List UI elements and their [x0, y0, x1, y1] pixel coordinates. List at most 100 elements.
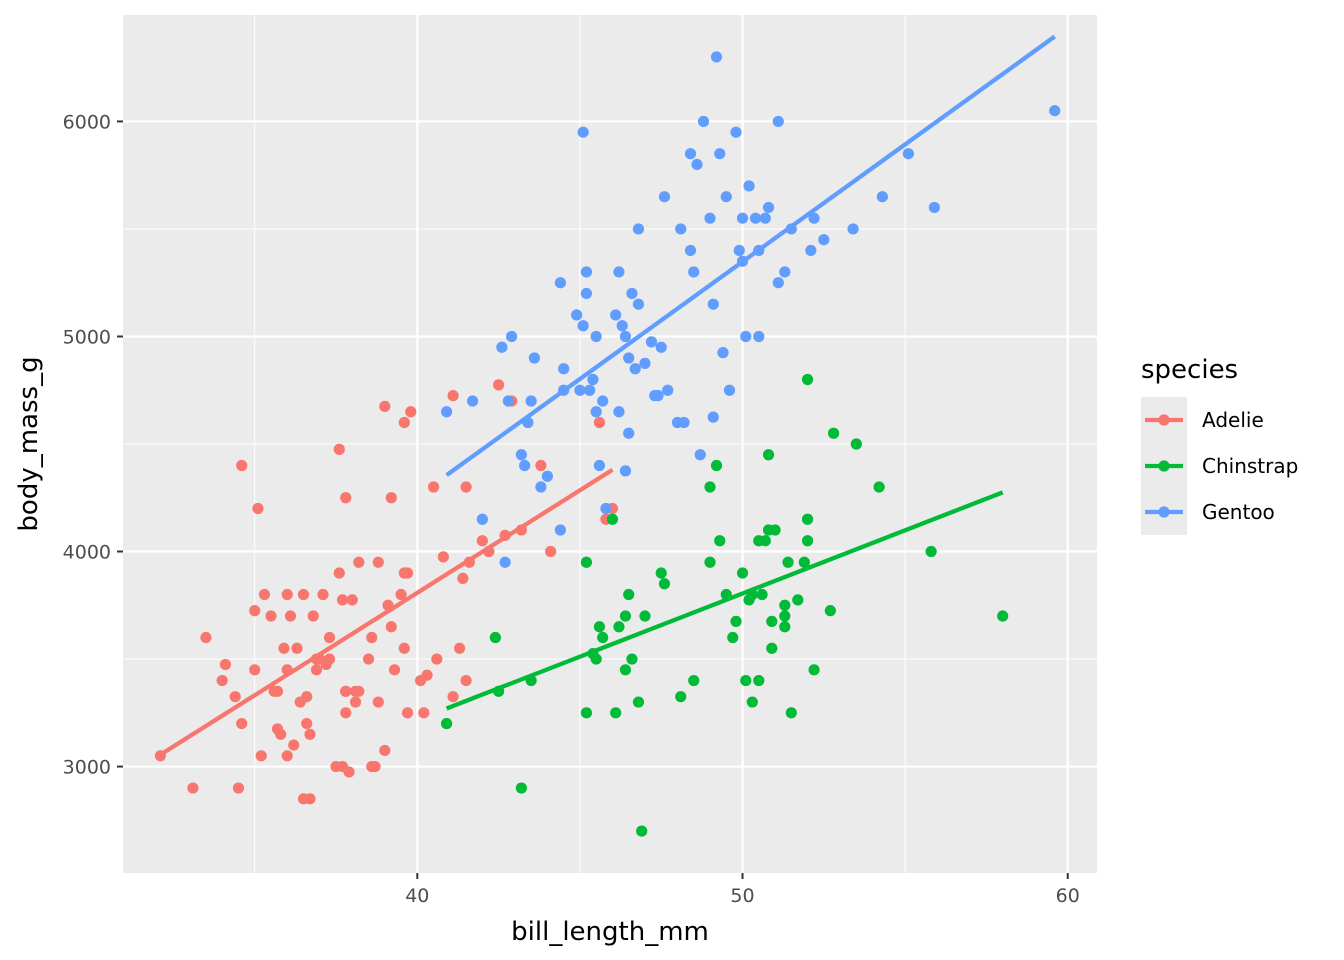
data-point-adelie: [353, 685, 365, 697]
data-point-gentoo: [590, 330, 602, 343]
data-point-gentoo: [626, 287, 638, 300]
data-point-adelie: [349, 696, 362, 708]
data-point-gentoo: [704, 212, 716, 224]
data-point-adelie: [346, 594, 358, 606]
data-point-chinstrap: [801, 535, 814, 547]
data-point-gentoo: [554, 277, 567, 289]
data-point-gentoo: [616, 320, 628, 332]
data-point-adelie: [460, 481, 472, 493]
data-point-gentoo: [613, 406, 625, 418]
data-point-gentoo: [528, 352, 540, 364]
data-point-gentoo: [632, 298, 645, 310]
data-point-chinstrap: [688, 674, 700, 687]
data-point-gentoo: [736, 212, 749, 224]
data-point-adelie: [258, 588, 271, 601]
data-point-chinstrap: [580, 707, 593, 719]
data-point-gentoo: [645, 336, 658, 348]
data-point-adelie: [236, 459, 248, 472]
data-point-adelie: [291, 642, 303, 654]
data-point-adelie: [284, 610, 297, 622]
data-point-chinstrap: [762, 449, 775, 461]
data-point-adelie: [307, 610, 319, 622]
x-axis-title: bill_length_mm: [511, 917, 709, 947]
data-point-gentoo: [707, 298, 719, 310]
data-point-gentoo: [597, 395, 609, 407]
legend-label-adelie: Adelie: [1202, 408, 1264, 432]
data-point-adelie: [304, 793, 316, 805]
data-point-chinstrap: [515, 782, 527, 794]
data-point-gentoo: [762, 201, 775, 214]
data-point-adelie: [398, 416, 410, 429]
data-point-gentoo: [759, 212, 771, 224]
data-point-chinstrap: [766, 615, 778, 628]
data-point-adelie: [388, 664, 401, 676]
data-point-adelie: [323, 631, 336, 644]
data-point-gentoo: [577, 126, 589, 138]
data-point-adelie: [249, 605, 261, 617]
data-point-adelie: [379, 744, 391, 757]
data-point-adelie: [333, 443, 345, 455]
x-tick-label: 60: [1056, 885, 1080, 907]
data-point-chinstrap: [779, 599, 791, 611]
y-tick-label: 6000: [63, 111, 111, 133]
data-point-chinstrap: [827, 427, 840, 439]
data-point-chinstrap: [597, 631, 609, 644]
data-point-adelie: [229, 691, 241, 703]
data-point-gentoo: [684, 148, 697, 160]
legend-item-chinstrap: Chinstrap: [1141, 443, 1298, 489]
data-point-gentoo: [613, 266, 625, 278]
data-point-gentoo: [574, 384, 586, 396]
data-point-gentoo: [515, 449, 527, 461]
fit-lines: [159, 34, 1056, 757]
data-point-adelie: [427, 481, 440, 493]
data-point-chinstrap: [997, 610, 1009, 622]
y-axis-title: body_mass_g: [14, 356, 44, 531]
data-point-adelie: [372, 696, 384, 708]
data-point-adelie: [317, 588, 329, 601]
data-point-gentoo: [590, 406, 602, 418]
data-point-adelie: [395, 588, 407, 601]
series-adelie-points: [154, 379, 619, 805]
data-point-chinstrap: [785, 707, 797, 719]
data-point-adelie: [362, 653, 375, 665]
data-point-adelie: [249, 664, 261, 676]
data-point-adelie: [265, 610, 277, 622]
data-point-gentoo: [619, 465, 632, 477]
data-point-chinstrap: [753, 674, 765, 687]
data-point-chinstrap: [769, 524, 781, 536]
data-point-gentoo: [753, 330, 765, 343]
data-point-adelie: [447, 691, 459, 703]
data-point-gentoo: [717, 347, 729, 359]
fit-line-gentoo: [445, 34, 1056, 477]
data-point-gentoo: [749, 212, 762, 224]
data-point-chinstrap: [619, 610, 632, 622]
data-point-adelie: [405, 406, 417, 418]
data-point-chinstrap: [740, 674, 752, 687]
data-point-gentoo: [772, 277, 784, 289]
fit-line-chinstrap: [445, 490, 1004, 711]
data-point-adelie: [288, 739, 300, 751]
data-point-adelie: [281, 750, 293, 762]
data-point-gentoo: [740, 330, 752, 343]
data-point-adelie: [476, 535, 488, 547]
data-point-adelie: [252, 502, 264, 515]
data-point-chinstrap: [782, 556, 794, 568]
data-point-adelie: [187, 782, 199, 794]
data-point-chinstrap: [710, 459, 723, 472]
data-point-chinstrap: [779, 621, 791, 633]
data-point-gentoo: [476, 513, 488, 525]
data-point-adelie: [301, 717, 313, 730]
data-point-gentoo: [772, 115, 784, 128]
data-point-chinstrap: [925, 545, 937, 558]
data-point-chinstrap: [593, 621, 606, 633]
data-point-chinstrap: [759, 535, 771, 547]
data-point-adelie: [232, 782, 245, 794]
data-point-gentoo: [733, 244, 745, 257]
data-point-gentoo: [730, 126, 742, 138]
data-point-gentoo: [623, 427, 635, 439]
data-point-gentoo: [675, 223, 687, 235]
data-point-gentoo: [619, 330, 632, 343]
x-tick-label: 50: [730, 885, 754, 907]
legend-label-chinstrap: Chinstrap: [1202, 454, 1298, 478]
data-point-gentoo: [697, 115, 710, 128]
